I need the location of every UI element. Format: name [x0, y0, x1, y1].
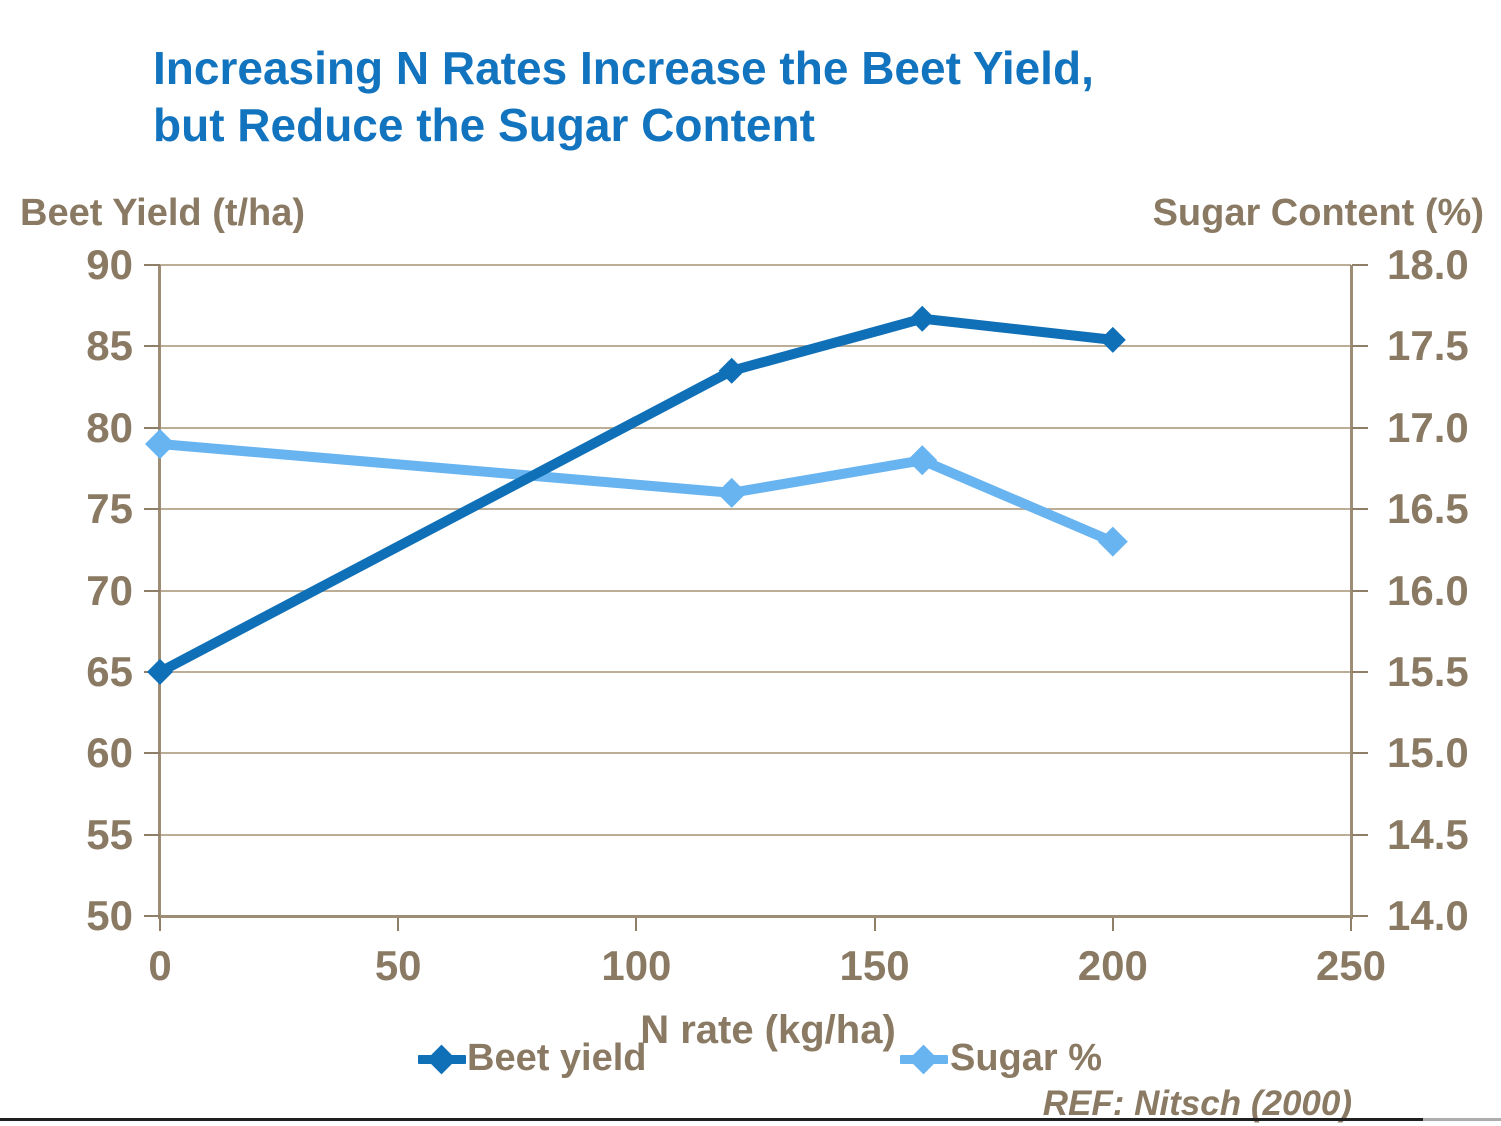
- left-tick: [144, 915, 160, 917]
- right-axis-tick-label: 16.5: [1387, 485, 1469, 533]
- left-axis-tick-label: 70: [86, 566, 133, 614]
- data-point-diamond: [909, 305, 936, 332]
- left-tick: [144, 833, 160, 836]
- h-gridline: [160, 508, 1351, 511]
- bottom-border-line-end: [1423, 1118, 1501, 1121]
- left-axis-tick-label: 50: [86, 892, 133, 939]
- y-axis-left: [158, 265, 161, 919]
- right-tick: [1352, 915, 1368, 917]
- right-axis-tick-label: 15.5: [1387, 647, 1469, 695]
- h-gridline: [160, 345, 1351, 348]
- x-tick: [397, 918, 400, 931]
- legend-marker-diamond: [426, 1044, 457, 1074]
- left-tick: [144, 589, 160, 592]
- x-axis-tick-label: 150: [839, 942, 910, 989]
- data-point-diamond: [907, 445, 938, 476]
- data-point-diamond: [1097, 526, 1128, 557]
- left-axis-tick-label: 85: [86, 322, 133, 370]
- legend-label: Beet yield: [467, 1037, 647, 1079]
- left-axis-tick-label: 60: [86, 729, 133, 777]
- chart-title: Increasing N Rates Increase the Beet Yie…: [153, 40, 1094, 154]
- x-axis-tick-label: 250: [1315, 942, 1387, 989]
- left-tick: [144, 508, 160, 511]
- right-axis-tick-label: 14.0: [1387, 892, 1469, 939]
- right-tick: [1352, 426, 1368, 429]
- data-point-diamond: [716, 477, 747, 508]
- x-axis-tick-label: 200: [1077, 942, 1148, 989]
- legend-label: Sugar %: [950, 1037, 1103, 1079]
- left-axis-tick-label: 65: [86, 647, 133, 695]
- x-axis-title: N rate (kg/ha): [640, 1008, 896, 1052]
- left-axis-tick-label: 75: [86, 485, 133, 533]
- right-tick: [1352, 752, 1368, 755]
- bottom-border-line: [0, 1118, 1423, 1121]
- left-tick: [144, 426, 160, 429]
- series-line-sugar-: [159, 439, 1115, 547]
- left-tick: [144, 670, 160, 673]
- chart-title-line2: but Reduce the Sugar Content: [153, 99, 815, 151]
- right-tick: [1352, 264, 1368, 266]
- left-tick: [144, 345, 160, 348]
- right-axis-tick-label: 18.0: [1387, 241, 1469, 288]
- h-gridline: [160, 589, 1351, 592]
- right-tick: [1352, 508, 1368, 511]
- h-gridline: [160, 670, 1351, 673]
- right-axis-tick-label: 16.0: [1387, 566, 1469, 614]
- right-axis-tick-label: 17.5: [1387, 322, 1469, 370]
- h-gridline: [160, 426, 1351, 429]
- left-tick: [144, 264, 160, 266]
- x-tick: [1350, 918, 1352, 931]
- h-gridline: [160, 264, 1351, 266]
- right-axis-title: Sugar Content (%): [1152, 192, 1484, 234]
- right-tick: [1352, 589, 1368, 592]
- left-tick: [144, 752, 160, 755]
- x-axis-tick-label: 100: [601, 942, 672, 989]
- right-tick: [1352, 833, 1368, 836]
- x-tick: [1111, 918, 1114, 931]
- x-axis-tick-label: 0: [148, 942, 172, 989]
- y-axis-right: [1350, 265, 1353, 919]
- right-tick: [1352, 345, 1368, 348]
- right-axis-tick-label: 15.0: [1387, 729, 1469, 777]
- right-axis-tick-label: 14.5: [1387, 810, 1469, 858]
- x-tick: [635, 918, 638, 931]
- left-axis-tick-label: 55: [86, 810, 133, 858]
- data-point-diamond: [1099, 326, 1126, 353]
- left-axis-tick-label: 80: [86, 403, 133, 451]
- x-tick: [159, 918, 161, 931]
- right-axis-tick-label: 17.0: [1387, 403, 1469, 451]
- x-axis-tick-label: 50: [374, 942, 422, 989]
- series-line-beet-yield: [157, 313, 1114, 677]
- left-axis-title: Beet Yield (t/ha): [20, 192, 306, 234]
- reference-note: REF: Nitsch (2000): [1042, 1084, 1352, 1123]
- chart-title-line1: Increasing N Rates Increase the Beet Yie…: [153, 42, 1094, 94]
- left-axis-tick-label: 90: [86, 241, 133, 288]
- data-point-diamond: [718, 357, 745, 384]
- h-gridline: [160, 833, 1351, 836]
- right-tick: [1352, 670, 1368, 673]
- x-tick: [873, 918, 876, 931]
- x-axis: [158, 915, 1353, 918]
- h-gridline: [160, 752, 1351, 755]
